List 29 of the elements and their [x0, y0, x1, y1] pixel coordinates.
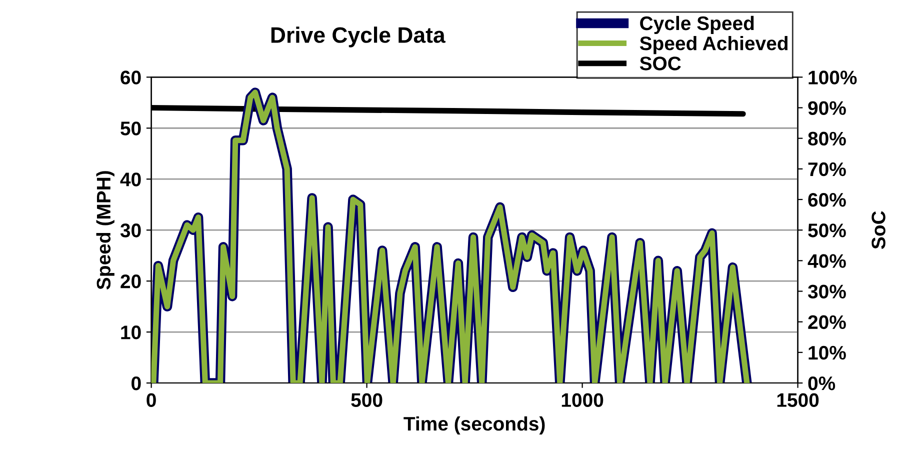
y2-tick-label: 80%	[808, 132, 846, 146]
x-tick-label: 500	[351, 393, 382, 408]
legend-label: Cycle Speed	[640, 16, 754, 34]
x-axis-title: Time (seconds)	[404, 416, 545, 435]
x-tick-label: 0	[146, 393, 156, 408]
chart-title: Drive Cycle Data	[271, 26, 446, 48]
y-tick-label: 50	[120, 122, 141, 136]
y2-tick-label: 10%	[808, 346, 846, 360]
y-tick-label: 30	[120, 224, 141, 238]
y-tick-label: 20	[120, 274, 141, 288]
y2-axis-title: SoC	[872, 211, 886, 249]
y-tick-label: 10	[121, 325, 141, 340]
y2-tick-label: 90%	[808, 101, 846, 115]
y-axis-title: Speed (MPH)	[96, 171, 114, 290]
y2-tick-label: 70%	[808, 162, 846, 176]
y2-tick-label: 60%	[808, 192, 846, 207]
y2-tick-label: 30%	[808, 284, 846, 299]
y2-tick-label: 100%	[808, 70, 857, 84]
x-tick-label: 1000	[562, 393, 604, 408]
y2-tick-label: 0%	[808, 376, 836, 390]
y2-tick-label: 40%	[808, 254, 846, 268]
legend-label: SOC	[640, 56, 681, 70]
y-tick-label: 60	[120, 70, 141, 84]
y-tick-label: 40	[120, 172, 141, 186]
y2-tick-label: 20%	[808, 315, 846, 330]
legend-label: Speed Achieved	[640, 36, 788, 54]
y2-tick-label: 50%	[808, 224, 846, 238]
y-tick-label: 0	[132, 376, 141, 390]
x-tick-label: 1500	[777, 393, 819, 408]
